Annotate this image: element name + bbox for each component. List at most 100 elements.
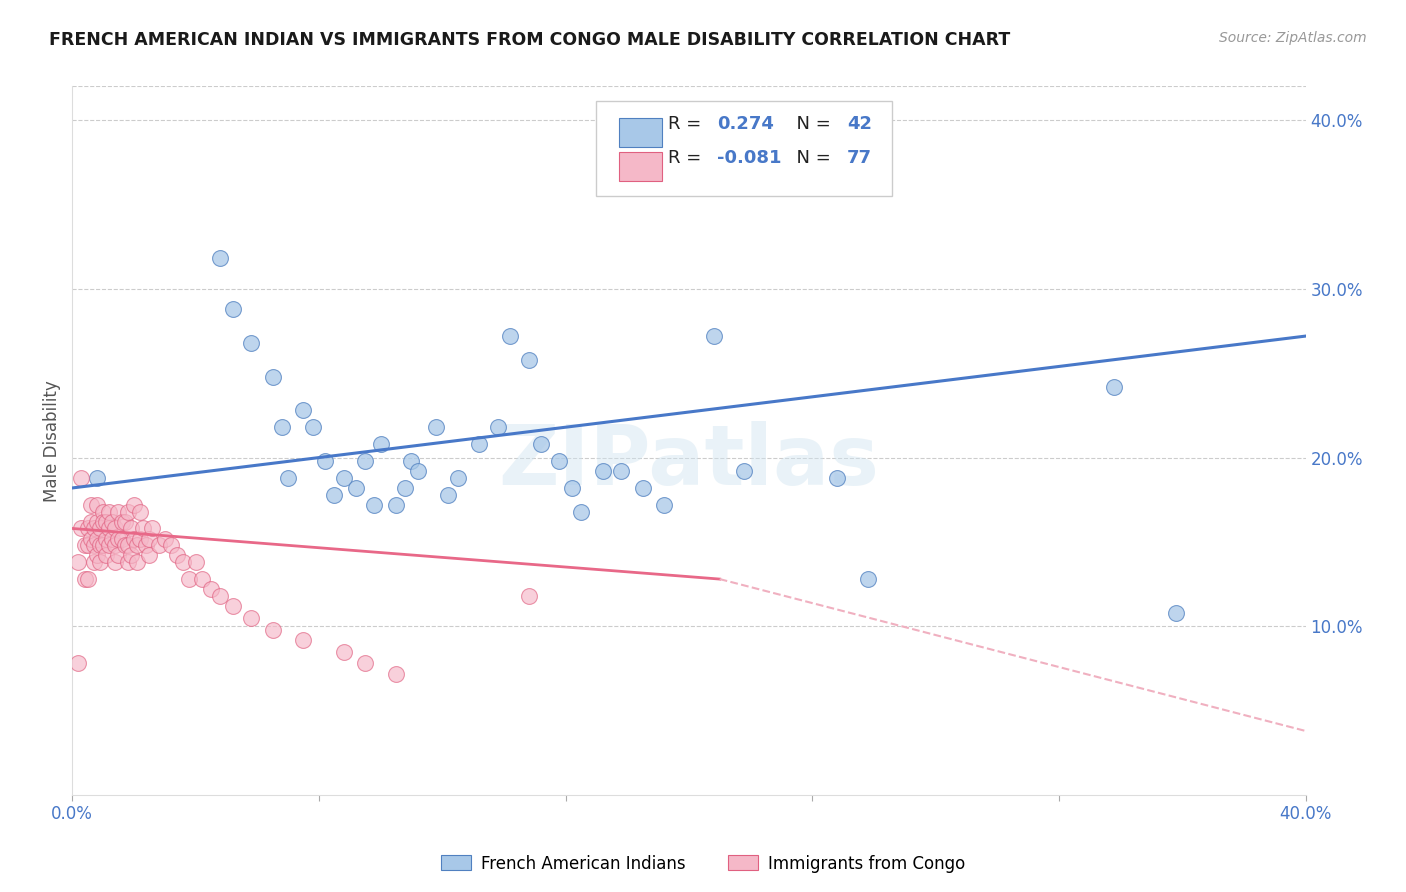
Point <box>363 498 385 512</box>
Point <box>73 538 96 552</box>
Point <box>104 521 127 535</box>
Point <box>138 532 160 546</box>
Point <box>86 471 108 485</box>
Point <box>277 471 299 485</box>
Point <box>83 538 105 552</box>
Point <box>292 403 315 417</box>
Point <box>406 464 429 478</box>
Text: 0.274: 0.274 <box>717 115 775 133</box>
Point <box>104 538 127 552</box>
Point <box>530 437 553 451</box>
Point <box>89 521 111 535</box>
Point <box>125 538 148 552</box>
Point <box>825 471 848 485</box>
Point <box>221 599 243 613</box>
Point <box>76 538 98 552</box>
Point <box>101 532 124 546</box>
Point <box>117 555 139 569</box>
Point <box>1164 606 1187 620</box>
Point <box>122 498 145 512</box>
Point <box>129 505 152 519</box>
Point <box>486 420 509 434</box>
Point <box>314 454 336 468</box>
Legend: French American Indians, Immigrants from Congo: French American Indians, Immigrants from… <box>434 848 972 880</box>
Point <box>86 549 108 563</box>
Point <box>86 498 108 512</box>
Point <box>76 572 98 586</box>
Point <box>437 488 460 502</box>
Point <box>70 471 93 485</box>
Point <box>141 521 163 535</box>
Point <box>160 538 183 552</box>
Text: R =: R = <box>668 115 707 133</box>
Point <box>153 532 176 546</box>
Point <box>733 464 755 478</box>
Point <box>209 589 232 603</box>
Point <box>73 572 96 586</box>
Point <box>98 521 121 535</box>
Point <box>569 505 592 519</box>
Text: N =: N = <box>785 115 837 133</box>
Text: FRENCH AMERICAN INDIAN VS IMMIGRANTS FROM CONGO MALE DISABILITY CORRELATION CHAR: FRENCH AMERICAN INDIAN VS IMMIGRANTS FRO… <box>49 31 1011 49</box>
FancyBboxPatch shape <box>619 153 662 180</box>
Point <box>425 420 447 434</box>
Point <box>631 481 654 495</box>
Point <box>166 549 188 563</box>
Point <box>323 488 346 502</box>
Point <box>80 498 103 512</box>
Point <box>172 555 194 569</box>
Point <box>94 532 117 546</box>
Point <box>561 481 583 495</box>
Point <box>120 521 142 535</box>
Point <box>344 481 367 495</box>
Point <box>110 532 132 546</box>
Point <box>101 515 124 529</box>
Point <box>499 329 522 343</box>
Point <box>67 555 90 569</box>
Point <box>110 515 132 529</box>
Point <box>80 515 103 529</box>
Point <box>354 454 377 468</box>
Point <box>385 498 408 512</box>
Point <box>262 369 284 384</box>
Point <box>672 178 695 192</box>
Text: N =: N = <box>785 149 837 167</box>
Text: -0.081: -0.081 <box>717 149 782 167</box>
Point <box>70 521 93 535</box>
Point <box>240 611 263 625</box>
Point <box>129 532 152 546</box>
Point <box>179 572 201 586</box>
Point <box>98 538 121 552</box>
Point <box>221 302 243 317</box>
Point <box>354 657 377 671</box>
Point <box>86 532 108 546</box>
Point <box>548 454 571 468</box>
Point <box>83 555 105 569</box>
Point <box>401 454 423 468</box>
Point <box>240 335 263 350</box>
Point <box>91 515 114 529</box>
Point <box>117 505 139 519</box>
Point <box>517 352 540 367</box>
Point <box>332 645 354 659</box>
Point <box>702 329 724 343</box>
Point <box>91 505 114 519</box>
Point <box>446 471 468 485</box>
Point <box>91 538 114 552</box>
Point <box>89 555 111 569</box>
Point <box>86 515 108 529</box>
Point <box>1104 380 1126 394</box>
Point <box>114 538 136 552</box>
Point <box>83 521 105 535</box>
Point <box>89 538 111 552</box>
Point <box>107 505 129 519</box>
Text: 77: 77 <box>846 149 872 167</box>
Point <box>332 471 354 485</box>
Point <box>301 420 323 434</box>
Point <box>292 632 315 647</box>
FancyBboxPatch shape <box>619 119 662 146</box>
Point <box>138 549 160 563</box>
Point <box>107 532 129 546</box>
Point <box>104 555 127 569</box>
Point <box>135 538 157 552</box>
